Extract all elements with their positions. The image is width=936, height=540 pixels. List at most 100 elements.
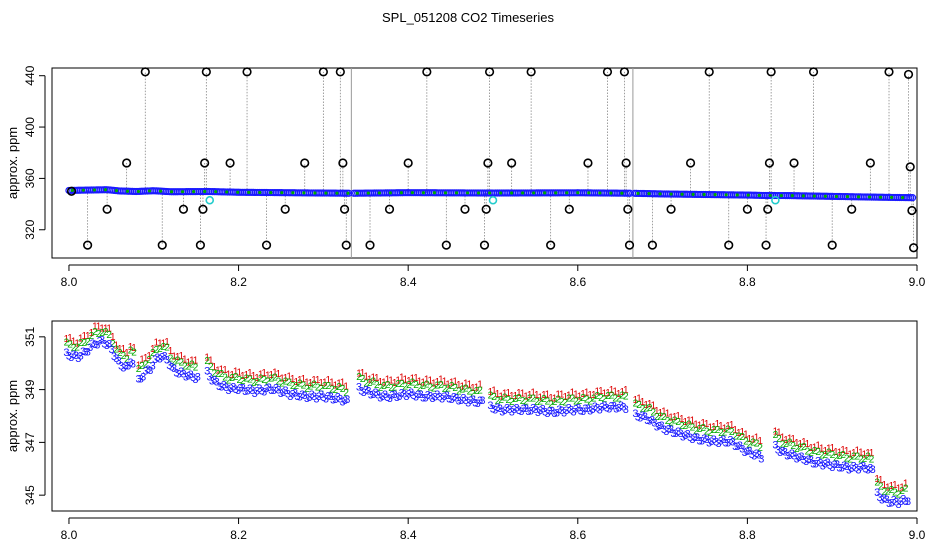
series-3-marker: 3 <box>865 465 871 477</box>
series-3-marker: 3 <box>900 494 906 506</box>
top-baseline-point-green <box>757 193 761 197</box>
series-1-marker: 1 <box>668 413 674 424</box>
bottom-x-tick-label: 8.4 <box>400 528 417 540</box>
series-3-marker: 3 <box>829 462 835 474</box>
series-2-marker: 2 <box>722 427 728 438</box>
series-1-marker: 1 <box>388 376 394 387</box>
series-3-marker: 3 <box>320 392 326 404</box>
series-2-marker: 2 <box>865 452 871 463</box>
bottom-panel-filtered-channels: 8.0 8.2 8.4 8.6 8.8 9.0 345 347 349 351 approx. … <box>5 320 926 540</box>
series-1-marker: 1 <box>427 375 433 386</box>
bottom-x-tick-label: 8.0 <box>61 528 78 540</box>
series-3-marker: 3 <box>458 395 464 407</box>
series-3-marker: 3 <box>587 406 593 418</box>
series-1-marker: 1 <box>229 370 235 381</box>
series-3-marker: 3 <box>568 405 574 417</box>
top-outlier-point <box>808 67 819 77</box>
series-3-marker: 3 <box>235 385 241 397</box>
series-1-marker: 1 <box>715 419 721 430</box>
series-3-marker: 3 <box>181 368 187 380</box>
series-1-marker: 1 <box>822 446 828 457</box>
top-outlier-point <box>666 204 676 214</box>
series-1-marker: 1 <box>690 415 696 426</box>
series-1-marker: 1 <box>790 434 796 445</box>
series-3-marker: 3 <box>874 487 880 499</box>
top-baseline-point-green <box>114 189 119 193</box>
series-1-marker: 1 <box>399 373 405 384</box>
series-2-marker: 2 <box>117 348 123 359</box>
series-3-marker: 3 <box>744 446 750 458</box>
top-baseline-point-green <box>609 191 613 195</box>
series-2-marker: 2 <box>675 417 681 428</box>
series-1-marker: 1 <box>333 380 339 391</box>
series-1-marker: 1 <box>516 388 522 399</box>
series-3-marker: 3 <box>777 447 783 459</box>
top-baseline-point-green <box>521 191 525 195</box>
series-2-marker: 2 <box>150 348 156 359</box>
series-1-marker: 1 <box>787 433 793 444</box>
series-2-marker: 2 <box>438 380 444 391</box>
series-3-marker: 3 <box>715 438 721 450</box>
top-flagged-points <box>205 195 780 205</box>
top-baseline-point-green <box>136 189 141 194</box>
series-2-marker: 2 <box>74 342 80 353</box>
series-3-marker: 3 <box>881 493 887 505</box>
series-3-marker: 3 <box>259 385 265 397</box>
series-2-marker: 2 <box>679 421 685 432</box>
series-2-marker: 2 <box>392 383 398 394</box>
series-1-marker: 1 <box>363 372 369 383</box>
series-1-marker: 1 <box>747 434 753 445</box>
top-x-tick-label: 8.8 <box>739 275 756 289</box>
series-1-marker: 1 <box>826 444 832 455</box>
series-2-marker: 2 <box>573 397 579 408</box>
top-outlier-point <box>338 158 348 168</box>
series-3-marker: 3 <box>292 388 298 400</box>
series-2-marker: 2 <box>164 342 170 353</box>
series-1-marker: 1 <box>474 383 480 394</box>
top-baseline-point-green <box>454 191 459 195</box>
series-1-marker: 1 <box>878 475 884 486</box>
series-3-marker: 3 <box>697 435 703 447</box>
series-3-marker: 3 <box>223 382 229 394</box>
top-outlier-point <box>339 204 350 214</box>
series-2-marker: 2 <box>103 327 109 338</box>
series-1-marker: 1 <box>530 387 536 398</box>
series-3-marker: 3 <box>311 391 317 403</box>
series-3-marker: 3 <box>183 372 189 384</box>
series-3-marker: 3 <box>706 437 712 449</box>
series-1-marker: 1 <box>128 342 134 353</box>
series-3-marker: 3 <box>240 382 246 394</box>
series-1-marker: 1 <box>85 331 91 342</box>
series-2-marker: 2 <box>686 419 692 430</box>
series-3-marker: 3 <box>247 383 253 395</box>
series-3-marker: 3 <box>808 454 814 466</box>
top-outlier-point <box>460 204 470 214</box>
series-2-marker: 2 <box>340 384 346 395</box>
series-2-marker: 2 <box>78 338 84 349</box>
series-1-marker: 1 <box>308 378 314 389</box>
series-2-marker: 2 <box>605 391 611 402</box>
series-1-marker: 1 <box>96 321 102 332</box>
series-3-marker: 3 <box>460 392 466 404</box>
series-2-marker: 2 <box>566 394 572 405</box>
series-2-marker: 2 <box>587 396 593 407</box>
series-3-marker: 3 <box>301 390 307 402</box>
series-1-marker: 1 <box>78 334 84 345</box>
series-3-marker: 3 <box>839 463 845 475</box>
series-2-marker: 2 <box>85 337 91 348</box>
series-3-marker: 3 <box>644 415 650 427</box>
series-2-marker: 2 <box>847 455 853 466</box>
series-3-marker: 3 <box>252 388 258 400</box>
series-3-marker: 3 <box>75 353 81 365</box>
series-3-marker: 3 <box>444 390 450 402</box>
series-3-marker: 3 <box>441 391 447 403</box>
series-2-marker: 2 <box>318 384 324 395</box>
series-3-marker: 3 <box>451 391 457 403</box>
top-outlier-point <box>422 67 432 77</box>
series-3-marker: 3 <box>361 387 367 399</box>
series-3-marker: 3 <box>604 403 610 415</box>
series-3-marker: 3 <box>396 391 402 403</box>
series-3-marker: 3 <box>118 360 124 372</box>
series-3-marker: 3 <box>152 354 158 366</box>
series-2-marker: 2 <box>619 390 625 401</box>
